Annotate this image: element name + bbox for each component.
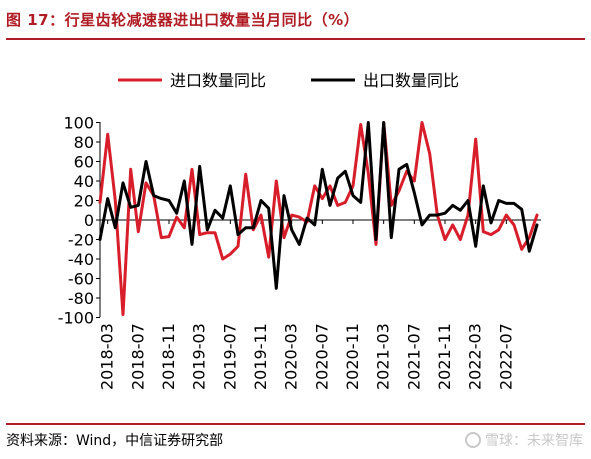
x-tick-label: 2022-03 <box>466 323 485 390</box>
export-volume-yoy-line <box>98 121 539 290</box>
y-tick-label: 60 <box>74 153 94 172</box>
y-tick-label: 80 <box>74 133 94 152</box>
x-tick-label: 2018-11 <box>159 323 178 390</box>
x-tick-label: 2019-11 <box>251 323 270 390</box>
chart-series <box>98 121 539 317</box>
y-tick-label: -20 <box>68 231 94 250</box>
x-tick-label: 2021-11 <box>435 323 454 390</box>
title-rule <box>6 38 585 40</box>
x-tick-label: 2020-03 <box>282 323 301 390</box>
y-tick-label: 20 <box>74 192 94 211</box>
x-tick-label: 2022-07 <box>496 323 515 390</box>
figure-title: 图 17：行星齿轮减速器进出口数量当月同比（%） <box>6 11 360 29</box>
x-tick-label: 2021-07 <box>404 323 423 390</box>
x-tick-label: 2018-03 <box>98 323 117 390</box>
chart-legend: 进口数量同比 出口数量同比 <box>118 71 459 90</box>
y-tick-label: -40 <box>68 250 94 269</box>
x-tick-label: 2021-03 <box>374 323 393 390</box>
watermark: 雪球：未来智库 <box>465 430 583 450</box>
y-tick-label: -80 <box>68 289 94 308</box>
legend-label-export: 出口数量同比 <box>363 71 459 90</box>
snowball-logo-icon <box>465 432 481 448</box>
y-tick-label: 100 <box>63 114 94 133</box>
y-tick-label: -100 <box>58 309 94 328</box>
y-tick-label: 40 <box>74 172 94 191</box>
watermark-text: 雪球：未来智库 <box>485 433 583 449</box>
y-tick-label: 0 <box>84 211 94 230</box>
footer-rule <box>6 423 585 425</box>
x-tick-label: 2020-11 <box>343 323 362 390</box>
source-note: 资料来源：Wind，中信证券研究部 <box>6 433 224 449</box>
y-tick-label: -60 <box>68 270 94 289</box>
legend-label-import: 进口数量同比 <box>170 71 266 90</box>
x-tick-label: 2018-07 <box>128 323 147 390</box>
x-tick-label: 2019-07 <box>220 323 239 390</box>
x-tick-label: 2019-03 <box>190 323 209 390</box>
x-tick-label: 2020-07 <box>312 323 331 390</box>
